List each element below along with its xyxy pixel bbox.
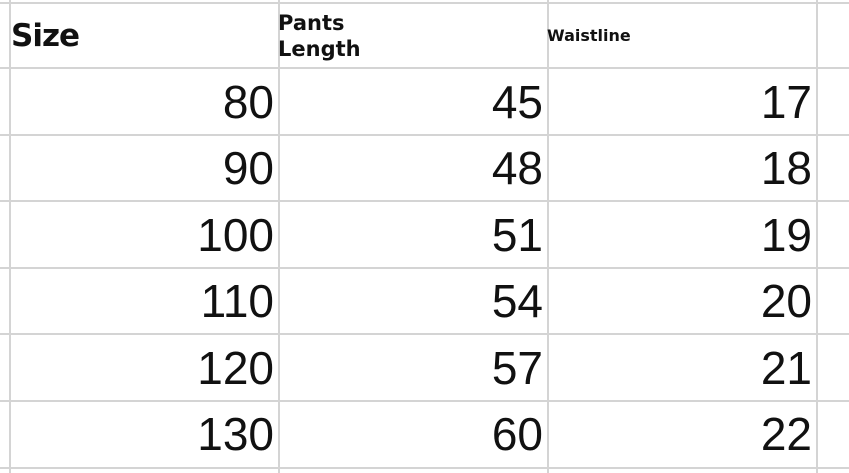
header-waistline: Waistline <box>547 26 631 45</box>
header-size: Size <box>11 17 80 54</box>
size-cell: 130 <box>197 408 274 460</box>
size-cell: 120 <box>197 341 274 394</box>
gridline <box>278 0 280 473</box>
gridline <box>9 0 11 473</box>
waistline-cell: 22 <box>760 408 812 460</box>
waistline-cell: 18 <box>760 142 812 194</box>
gridline <box>816 0 818 473</box>
size-cell: 80 <box>222 75 274 128</box>
header-pants-line1: Pants <box>278 10 345 35</box>
waistline-cell: 21 <box>760 341 812 394</box>
pants-length-cell: 45 <box>491 75 543 128</box>
gridline <box>0 200 849 202</box>
header-pants-length: Pants Length <box>278 4 547 67</box>
gridline <box>0 333 849 335</box>
pants-length-cell: 51 <box>491 208 543 261</box>
gridline <box>0 267 849 269</box>
waistline-cell: 20 <box>760 275 812 327</box>
gridline <box>0 134 849 136</box>
gridline <box>0 400 849 402</box>
pants-length-cell: 54 <box>491 275 543 327</box>
size-cell: 90 <box>222 142 274 194</box>
gridline <box>0 467 849 469</box>
pants-length-cell: 60 <box>491 408 543 460</box>
size-cell: 110 <box>200 275 274 327</box>
gridline <box>0 67 849 69</box>
pants-length-cell: 48 <box>491 142 543 194</box>
waistline-cell: 17 <box>760 75 812 128</box>
waistline-cell: 19 <box>760 208 812 261</box>
header-pants-line2: Length <box>278 36 361 61</box>
gridline <box>547 0 549 473</box>
size-cell: 100 <box>197 208 274 261</box>
gridline <box>0 2 849 4</box>
pants-length-cell: 57 <box>491 341 543 394</box>
